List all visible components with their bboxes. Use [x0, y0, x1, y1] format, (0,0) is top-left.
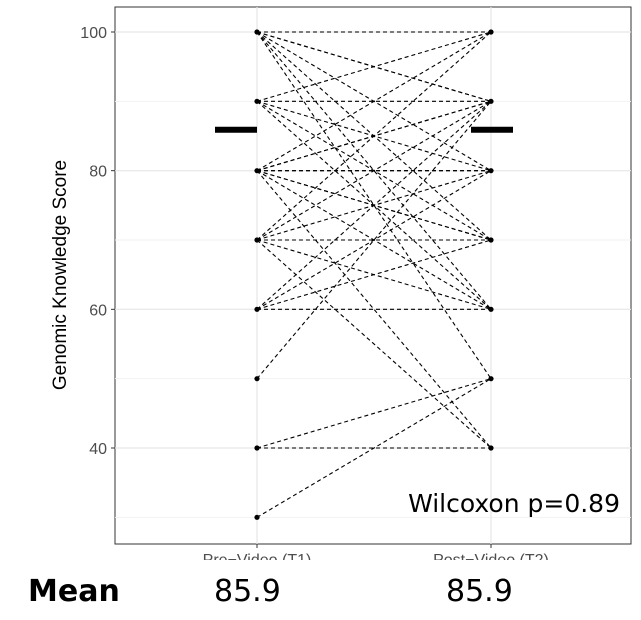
pair-line [256, 170, 492, 310]
x-tick-label: Post−Video (T2) [433, 552, 549, 560]
y-axis-ticks: 40 60 80 100 [80, 25, 115, 458]
data-point [254, 306, 260, 312]
data-point [488, 376, 494, 382]
y-axis-title: Genomic Knowledge Score [50, 160, 71, 390]
data-point [254, 168, 260, 174]
data-point [254, 514, 260, 520]
data-point [254, 98, 260, 104]
x-tick-label: Pre−Video (T1) [203, 552, 312, 560]
grid [115, 7, 631, 544]
x-axis-ticks: Pre−Video (T1) Post−Video (T2) [203, 544, 549, 560]
mean-value-t2: 85.9 [446, 574, 513, 609]
pair-line [256, 31, 492, 310]
wilcoxon-annotation: Wilcoxon p=0.89 [408, 489, 620, 518]
pair-line [256, 31, 492, 241]
y-tick-label: 40 [89, 441, 107, 458]
y-tick-label: 80 [89, 164, 107, 181]
pair-line [256, 239, 492, 310]
data-point [488, 29, 494, 35]
data-point [254, 445, 260, 451]
data-point [488, 306, 494, 312]
data-point [488, 237, 494, 243]
data-point [254, 29, 260, 35]
data-point [488, 445, 494, 451]
mean-value-t1: 85.9 [214, 574, 281, 609]
y-tick-label: 100 [80, 25, 107, 42]
pair-line [256, 31, 492, 172]
pair-line [256, 100, 492, 310]
pair-line [256, 378, 492, 449]
pair-line [256, 100, 492, 380]
data-point [488, 168, 494, 174]
data-point [254, 376, 260, 382]
y-tick-label: 60 [89, 302, 107, 319]
data-point [254, 237, 260, 243]
points [254, 29, 494, 520]
pair-line [256, 31, 492, 102]
pair-line [256, 100, 492, 241]
pair-lines [256, 31, 492, 518]
mean-label: Mean [28, 574, 120, 609]
data-point [488, 98, 494, 104]
pair-line [256, 378, 492, 518]
